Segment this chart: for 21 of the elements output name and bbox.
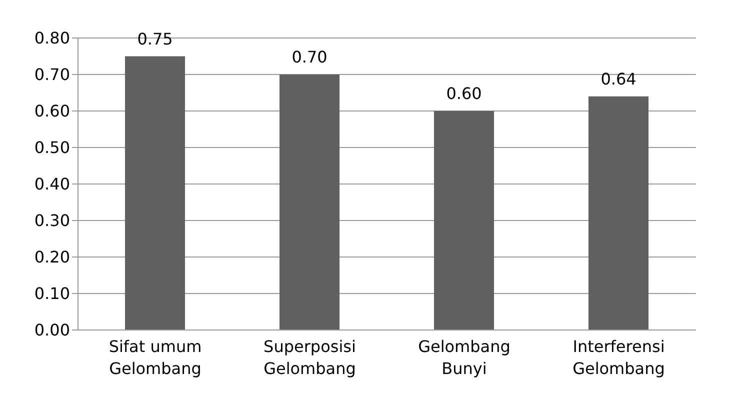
x-tick-label: Superposisi Gelombang [264,337,356,378]
x-tick-label: Gelombang Bunyi [418,337,510,378]
bar [434,111,494,330]
y-tick-label: 0.70 [34,65,70,84]
y-tick-label: 0.10 [34,284,70,304]
data-label: 0.60 [446,84,482,103]
bar [588,96,648,330]
y-tick-label: 0.60 [34,102,70,121]
x-tick-label: Interferensi Gelombang [572,337,665,378]
y-tick-label: 0.40 [34,174,70,194]
y-tick-label: 0.50 [34,138,70,158]
data-label: 0.64 [600,69,636,88]
bar [125,56,185,330]
y-tick-label: 0.20 [34,248,70,267]
x-tick-label: Sifat umum Gelombang [108,337,202,378]
bar [280,74,340,330]
data-label: 0.70 [292,48,328,66]
y-tick-label: 0.30 [34,211,70,230]
data-label: 0.75 [137,29,173,48]
y-tick-label: 0.00 [34,320,70,340]
y-tick-label: 0.80 [34,28,70,48]
